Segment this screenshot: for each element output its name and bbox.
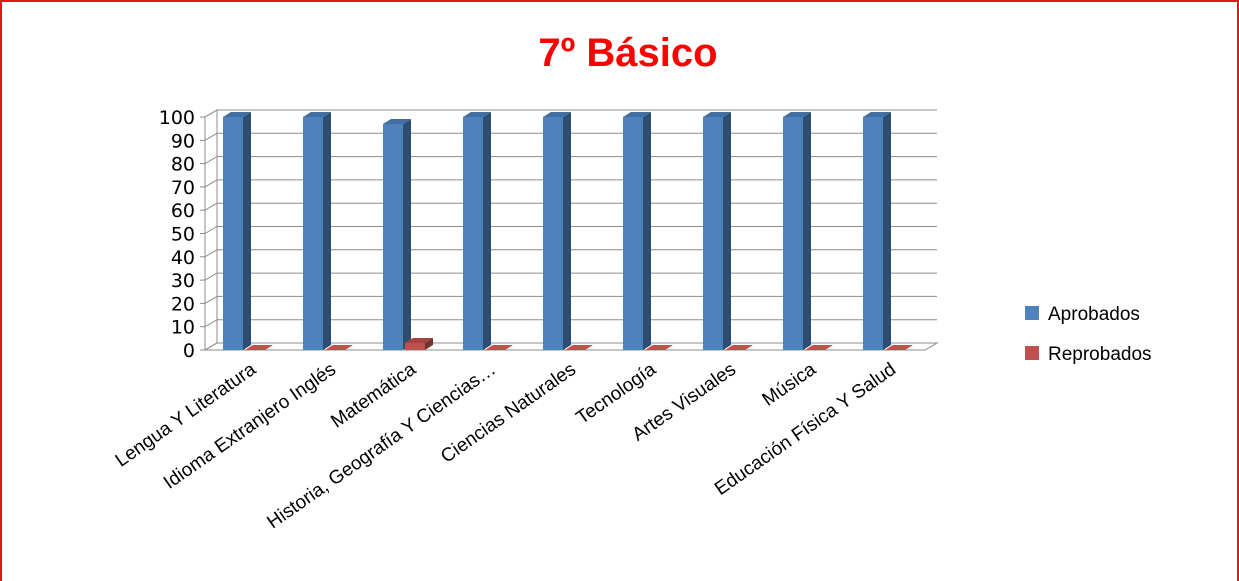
bar-reprobados <box>565 345 593 350</box>
bar-side <box>483 112 491 350</box>
y-tick-label: 100 <box>159 107 195 129</box>
bars <box>223 112 913 351</box>
bar-flat <box>725 345 753 350</box>
bar-top <box>405 338 433 344</box>
gridline <box>204 202 937 211</box>
legend: Aprobados Reprobados <box>1025 304 1152 365</box>
y-tick-label: 60 <box>171 200 195 222</box>
bar-top <box>543 112 571 117</box>
bar-front <box>703 117 723 350</box>
bar-front <box>405 343 425 350</box>
bar-reprobados <box>805 345 833 350</box>
bar-flat <box>485 345 513 350</box>
bar-aprobados <box>223 112 251 350</box>
y-tick-label: 10 <box>171 317 195 339</box>
gridline <box>204 319 937 328</box>
bar-reprobados <box>405 338 433 350</box>
bar-side <box>323 112 331 350</box>
bar-front <box>783 117 803 350</box>
y-tick-label: 30 <box>171 270 195 292</box>
bar-aprobados <box>543 112 571 350</box>
bar-side <box>403 118 411 351</box>
bar-aprobados <box>383 118 411 351</box>
x-tick-label: Ciencias Naturales <box>437 359 580 468</box>
y-tick-label: 40 <box>171 247 195 269</box>
bar-side <box>723 112 731 350</box>
bar-front <box>223 117 243 350</box>
gridline <box>204 156 937 165</box>
bar-side <box>243 112 251 350</box>
bar-top <box>623 112 651 117</box>
bar-top <box>303 112 331 117</box>
bar-reprobados <box>885 345 913 350</box>
gridline <box>204 272 937 281</box>
x-tick-label: Lengua Y Literatura <box>112 359 261 472</box>
bar-side <box>643 112 651 350</box>
bar-flat <box>245 345 273 350</box>
bar-reprobados <box>325 345 353 350</box>
bar-top <box>783 112 811 117</box>
bar-aprobados <box>623 112 651 350</box>
bar-aprobados <box>783 112 811 350</box>
legend-label: Reprobados <box>1048 344 1152 365</box>
bar-front <box>463 117 483 350</box>
bar-front <box>623 117 643 350</box>
gridline <box>204 342 937 351</box>
legend-swatch <box>1025 306 1039 320</box>
bar-front <box>543 117 563 350</box>
bar-top <box>463 112 491 117</box>
bar-aprobados <box>463 112 491 350</box>
bar-top <box>223 112 251 117</box>
bar-flat <box>325 345 353 350</box>
y-tick-label: 90 <box>171 130 195 152</box>
bar-top <box>863 112 891 117</box>
gridline <box>204 295 937 304</box>
legend-label: Aprobados <box>1048 304 1140 325</box>
bar-reprobados <box>245 345 273 350</box>
y-tick-label: 50 <box>171 224 195 246</box>
y-tick-label: 0 <box>183 340 195 362</box>
gridline <box>204 226 937 234</box>
legend-swatch <box>1025 346 1039 360</box>
bar-flat <box>805 345 833 350</box>
bar-side <box>883 112 891 350</box>
bar-side <box>425 338 433 350</box>
bar-reprobados <box>645 345 673 350</box>
chart-title: 7º Básico <box>538 31 717 75</box>
y-tick-label: 20 <box>171 293 195 315</box>
x-tick-label: Música <box>759 359 821 411</box>
bar-aprobados <box>303 112 331 350</box>
bar-aprobados <box>863 112 891 350</box>
bar-top <box>383 118 411 124</box>
gridline <box>204 109 937 118</box>
bar-reprobados <box>485 345 513 350</box>
gridlines <box>204 109 937 351</box>
bar-front <box>303 117 323 350</box>
bar-front <box>863 117 883 350</box>
bar-side <box>803 112 811 350</box>
bar-front <box>383 123 403 351</box>
gridline <box>204 249 937 258</box>
bar-aprobados <box>703 112 731 350</box>
y-tick-label: 80 <box>171 154 195 176</box>
bar-reprobados <box>725 345 753 350</box>
bar-flat <box>645 345 673 350</box>
bar-side <box>563 112 571 350</box>
bar-top <box>703 112 731 117</box>
bar-flat <box>565 345 593 350</box>
gridline <box>204 179 937 188</box>
gridline <box>204 132 937 141</box>
bar-flat <box>885 345 913 350</box>
y-tick-label: 70 <box>171 177 195 199</box>
